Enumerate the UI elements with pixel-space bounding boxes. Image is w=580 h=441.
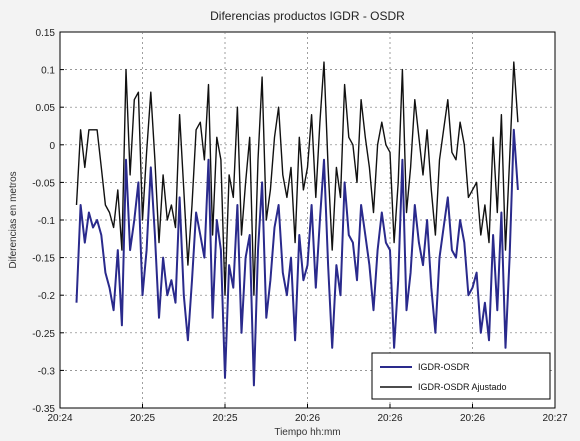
x-tick-label: 20:24 — [47, 413, 72, 424]
y-tick-label: -0.25 — [32, 329, 55, 340]
y-tick-label: -0.15 — [32, 254, 55, 265]
chart-title: Diferencias productos IGDR - OSDR — [210, 9, 405, 23]
y-tick-label: 0.1 — [41, 66, 55, 77]
y-axis: 0.15 0.1 0.05 0 -0.05 -0.1 -0.15 -0.2 -0.25 -0.3 -… — [32, 28, 64, 415]
y-tick-label: -0.35 — [32, 404, 55, 415]
x-tick-label: 20:26 — [460, 413, 485, 424]
x-axis-label: Tiempo hh:mm — [274, 427, 340, 438]
y-axis-label: Diferencias en metros — [8, 171, 19, 268]
series-layer — [75, 61, 519, 387]
legend-label-igdr-osdr-ajustado: IGDR-OSDR Ajustado — [418, 382, 507, 392]
x-axis: 20:24 20:25 20:25 20:26 20:26 20:26 20:27 — [47, 404, 568, 424]
x-tick-label: 20:25 — [130, 413, 155, 424]
y-tick-label: 0.15 — [36, 28, 56, 39]
series-line-igdr-osdr — [75, 128, 519, 387]
y-tick-label: 0.05 — [36, 103, 56, 114]
y-tick-label: -0.1 — [38, 216, 56, 227]
y-tick-label: -0.3 — [38, 366, 56, 377]
x-tick-label: 20:26 — [295, 413, 320, 424]
x-tick-label: 20:26 — [377, 413, 402, 424]
x-tick-label: 20:27 — [542, 413, 567, 424]
legend-label-igdr-osdr: IGDR-OSDR — [418, 362, 470, 372]
y-tick-label: 0 — [49, 141, 55, 152]
series-line-igdr-osdr-ajustado — [75, 61, 519, 296]
legend: IGDR-OSDR IGDR-OSDR Ajustado — [371, 352, 551, 400]
y-tick-label: -0.05 — [32, 178, 55, 189]
legend-box — [371, 352, 551, 400]
y-tick-label: -0.2 — [38, 291, 56, 302]
x-tick-label: 20:25 — [212, 413, 237, 424]
